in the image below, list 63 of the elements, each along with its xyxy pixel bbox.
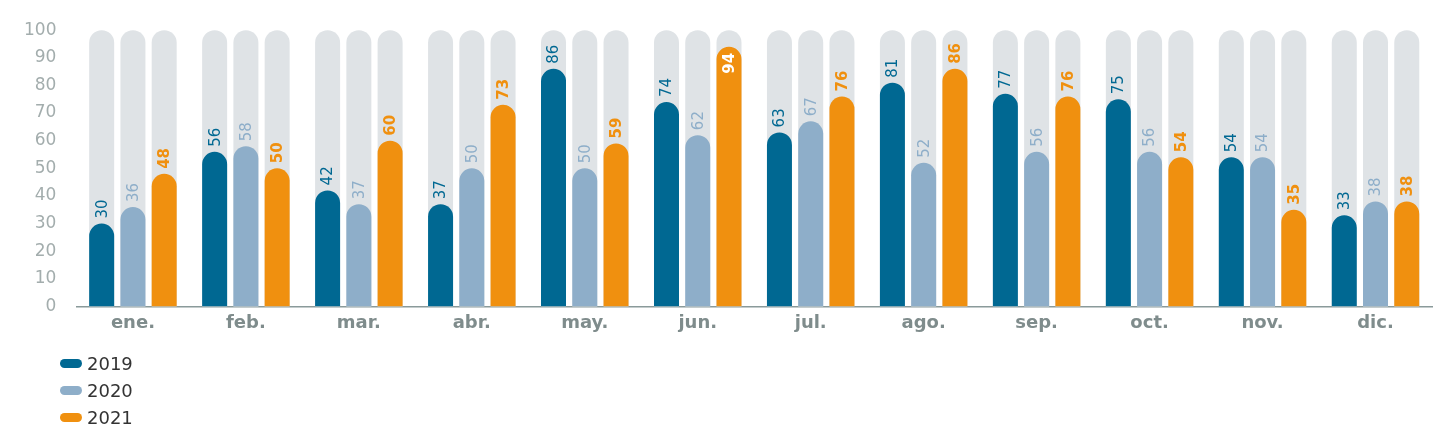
x-tick-label: oct. bbox=[1130, 310, 1169, 332]
x-tick-label: ene. bbox=[110, 310, 155, 332]
data-label: 86 bbox=[945, 42, 964, 64]
data-label: 77 bbox=[996, 69, 1015, 89]
x-tick-label: ago. bbox=[901, 310, 946, 332]
y-tick-label: 50 bbox=[34, 156, 57, 177]
y-tick-label: 40 bbox=[34, 184, 57, 205]
data-label: 38 bbox=[1366, 177, 1385, 197]
data-label: 36 bbox=[123, 182, 142, 202]
x-tick-label: jul. bbox=[793, 310, 827, 332]
y-tick-label: 60 bbox=[34, 129, 57, 150]
data-label: 33 bbox=[1335, 191, 1354, 211]
x-tick-label: mar. bbox=[336, 310, 381, 332]
data-label: 56 bbox=[1027, 127, 1046, 147]
data-label: 75 bbox=[1109, 75, 1128, 95]
data-label: 48 bbox=[155, 147, 174, 169]
data-label: 59 bbox=[606, 117, 625, 139]
data-label: 42 bbox=[318, 166, 337, 186]
y-tick-label: 70 bbox=[34, 101, 57, 122]
data-label: 56 bbox=[1140, 127, 1159, 147]
x-tick-label: nov. bbox=[1241, 310, 1284, 332]
x-tick-label: sep. bbox=[1015, 310, 1058, 332]
y-tick-label: 90 bbox=[34, 46, 57, 67]
legend-label: 2021 bbox=[87, 407, 133, 425]
bar bbox=[89, 223, 115, 307]
data-label: 62 bbox=[688, 111, 707, 131]
data-label: 38 bbox=[1397, 175, 1416, 197]
data-label: 50 bbox=[575, 144, 594, 164]
y-tick-label: 100 bbox=[23, 18, 57, 39]
y-tick-label: 10 bbox=[34, 267, 57, 288]
data-label: 60 bbox=[381, 114, 399, 136]
data-label: 54 bbox=[1253, 133, 1272, 153]
data-label: 54 bbox=[1222, 133, 1241, 153]
data-label: 54 bbox=[1171, 131, 1190, 153]
legend-label: 2020 bbox=[87, 380, 133, 401]
data-label: 73 bbox=[493, 78, 512, 100]
data-label: 35 bbox=[1284, 183, 1303, 205]
data-label: 56 bbox=[205, 127, 224, 147]
legend-label: 2019 bbox=[87, 353, 133, 374]
data-label: 30 bbox=[92, 199, 111, 219]
x-tick-label: feb. bbox=[226, 310, 266, 332]
data-label: 76 bbox=[1058, 70, 1077, 92]
data-label: 50 bbox=[462, 144, 481, 164]
y-tick-label: 20 bbox=[34, 239, 57, 260]
data-label: 63 bbox=[770, 108, 789, 128]
data-label: 50 bbox=[268, 142, 287, 164]
data-label: 58 bbox=[236, 122, 255, 142]
x-tick-label: may. bbox=[561, 310, 609, 332]
data-label: 67 bbox=[801, 97, 820, 117]
y-tick-label: 0 bbox=[45, 294, 57, 315]
data-label: 94 bbox=[719, 52, 738, 74]
data-label: 74 bbox=[657, 77, 676, 98]
data-label: 76 bbox=[832, 70, 851, 92]
x-tick-label: jun. bbox=[677, 310, 718, 332]
y-tick-label: 80 bbox=[34, 73, 57, 94]
x-tick-label: dic. bbox=[1357, 310, 1394, 332]
data-label: 37 bbox=[349, 180, 368, 200]
data-label: 37 bbox=[431, 180, 450, 200]
data-label: 52 bbox=[914, 138, 933, 158]
data-label: 81 bbox=[883, 58, 902, 78]
x-tick-label: abr. bbox=[452, 310, 491, 332]
y-tick-label: 30 bbox=[34, 211, 57, 232]
data-label: 86 bbox=[544, 44, 563, 64]
